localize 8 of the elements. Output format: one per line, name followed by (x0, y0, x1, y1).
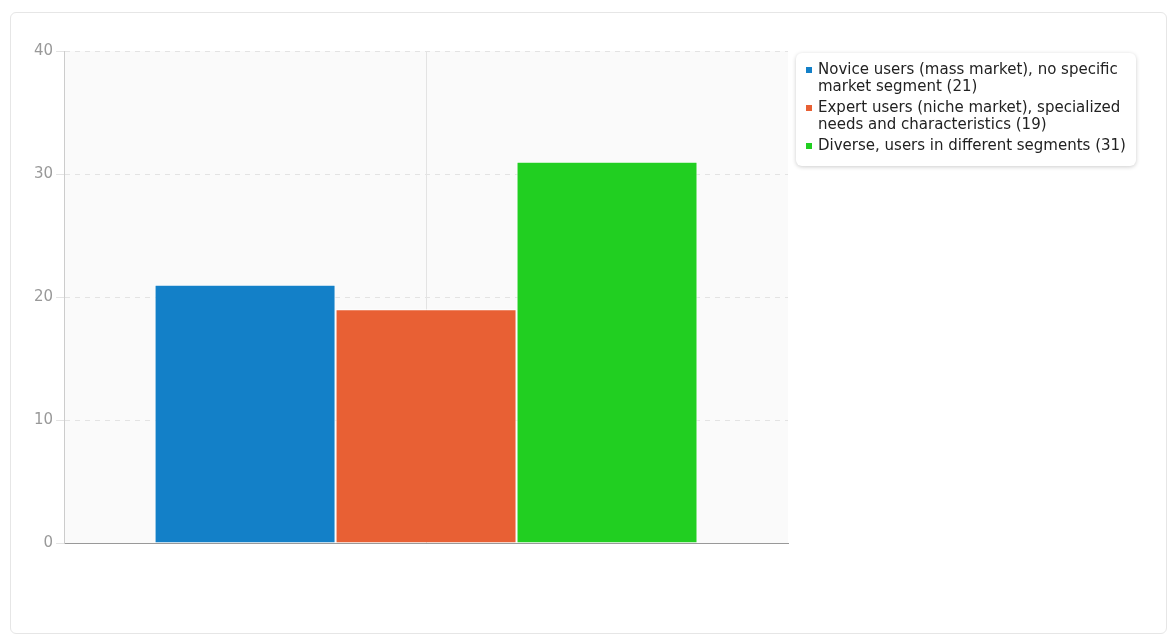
y-tick-label: 10 (33, 409, 54, 428)
y-tick-label: 0 (43, 532, 54, 551)
legend-label: Diverse, users in different segments (31) (818, 136, 1126, 154)
y-tick-label: 30 (33, 163, 54, 182)
y-tick-label: 20 (33, 286, 54, 305)
y-tick-label: 40 (33, 40, 54, 59)
legend-label: Expert users (niche market), specialized needs and characteristics (19) (818, 98, 1122, 133)
legend-label: Novice users (mass market), no specific market segment (21) (818, 60, 1119, 95)
